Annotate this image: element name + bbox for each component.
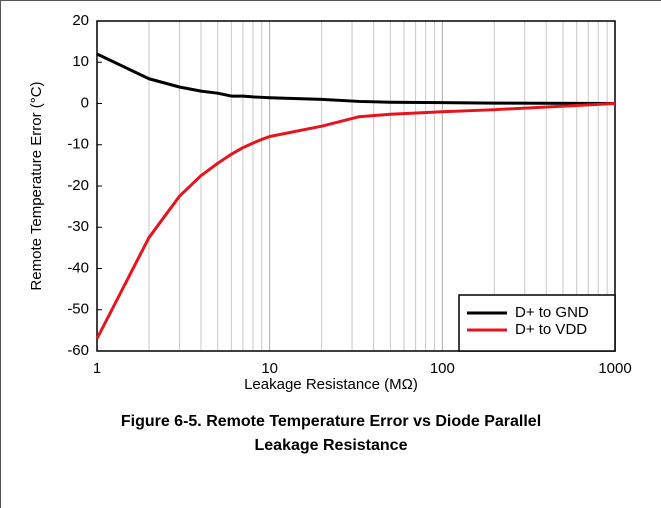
- legend-label: D+ to GND: [515, 304, 589, 321]
- y-tick-label: 0: [81, 94, 89, 111]
- y-tick-label: -20: [67, 177, 89, 194]
- y-tick-label: 10: [72, 53, 89, 70]
- y-axis-label: Remote Temperature Error (°C): [28, 81, 45, 290]
- legend-box: [458, 294, 616, 352]
- chart-title: Figure 6-5. Remote Temperature Error vs …: [121, 413, 541, 430]
- series-line: [96, 52, 616, 105]
- legend-label: D+ to VDD: [515, 321, 587, 338]
- y-tick-label: 20: [72, 12, 89, 29]
- x-tick-label: 1: [93, 360, 101, 377]
- y-tick-label: -50: [67, 301, 89, 318]
- series-line: [95, 102, 616, 340]
- y-tick-label: -60: [67, 342, 89, 359]
- y-tick-label: -30: [67, 218, 89, 235]
- x-axis-label: Leakage Resistance (MΩ): [244, 376, 418, 393]
- x-tick-label: 1000: [598, 360, 631, 377]
- chart-title: Leakage Resistance: [255, 437, 408, 454]
- x-tick-label: 10: [261, 360, 278, 377]
- y-tick-label: -10: [67, 136, 89, 153]
- y-tick-label: -40: [67, 259, 89, 276]
- x-tick-label: 100: [430, 360, 455, 377]
- plot-frame: [96, 20, 616, 352]
